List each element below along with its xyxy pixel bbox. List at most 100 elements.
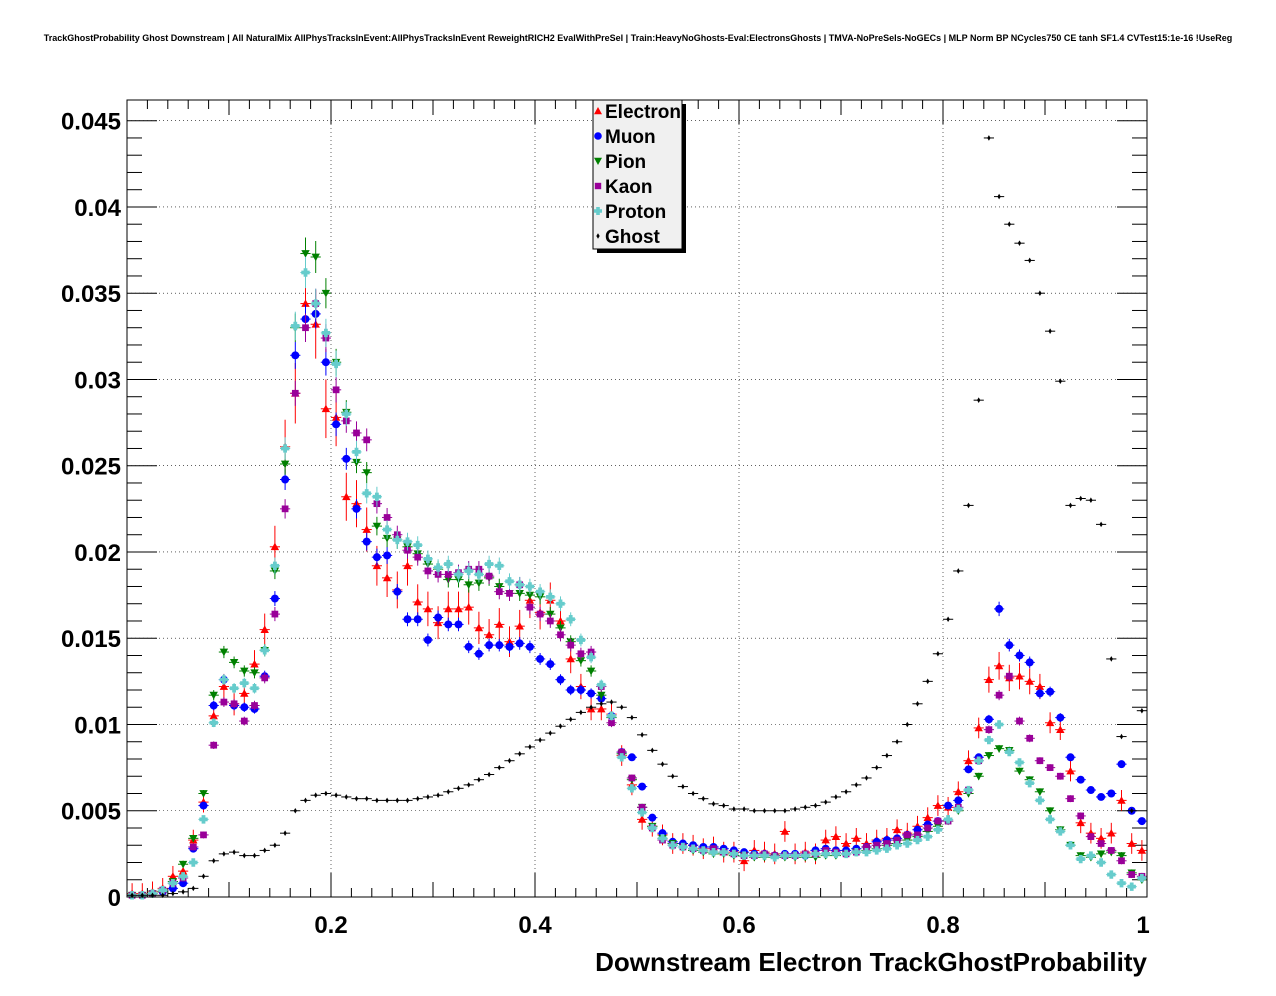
marker <box>1015 758 1024 767</box>
marker <box>201 873 206 880</box>
marker <box>790 851 800 860</box>
data-point <box>535 737 546 743</box>
marker <box>178 866 188 875</box>
data-point <box>657 834 668 843</box>
marker <box>230 700 238 708</box>
marker <box>485 572 493 580</box>
y-tick-label: 0 <box>108 885 121 912</box>
marker <box>885 752 889 759</box>
marker <box>742 806 746 812</box>
data-point <box>973 717 984 739</box>
data-point <box>565 638 576 652</box>
data-point <box>320 348 331 376</box>
data-point <box>575 684 586 696</box>
marker <box>1107 828 1116 837</box>
marker <box>321 328 331 338</box>
marker <box>342 409 351 419</box>
data-point <box>892 738 903 745</box>
legend-entry-pion: Pion <box>594 152 646 173</box>
marker <box>1005 672 1013 680</box>
data-point <box>269 607 280 622</box>
marker <box>567 641 575 649</box>
marker <box>240 717 248 725</box>
marker <box>1089 497 1093 504</box>
data-point <box>524 599 535 615</box>
marker <box>671 773 675 780</box>
marker <box>301 250 310 258</box>
marker <box>627 784 637 793</box>
data-point <box>208 741 219 749</box>
data-point <box>239 665 250 677</box>
data-point <box>167 890 178 897</box>
data-point <box>626 784 637 793</box>
marker <box>576 657 586 665</box>
marker <box>535 587 545 596</box>
data-point <box>1075 775 1086 784</box>
legend-label: Muon <box>605 127 656 148</box>
data-point <box>983 735 994 745</box>
marker <box>362 525 371 533</box>
marker <box>283 830 287 836</box>
marker <box>977 397 981 403</box>
data-point <box>290 341 301 369</box>
marker <box>1056 713 1065 722</box>
data-point <box>453 617 464 632</box>
marker <box>933 801 943 809</box>
marker <box>586 667 596 676</box>
marker <box>566 654 575 663</box>
legend-marker <box>594 157 602 165</box>
marker <box>893 836 901 844</box>
marker <box>579 709 583 716</box>
data-point <box>1014 767 1025 776</box>
data-point <box>698 795 709 802</box>
legend-entry-muon: Muon <box>594 127 656 148</box>
x-tick-labels: 0.2 0.4 0.6 0.8 1 <box>314 912 1149 939</box>
data-point <box>1055 719 1066 741</box>
data-point <box>1116 878 1127 888</box>
data-point <box>1034 788 1045 796</box>
marker <box>924 824 932 832</box>
marker <box>495 620 504 628</box>
marker <box>997 193 1001 200</box>
data-point <box>851 782 862 788</box>
data-point <box>810 849 821 859</box>
marker <box>302 324 309 332</box>
data-point <box>524 640 535 654</box>
marker <box>1117 852 1126 860</box>
marker <box>566 685 575 694</box>
marker <box>923 813 932 822</box>
data-point <box>361 483 372 504</box>
data-point <box>769 853 780 862</box>
marker <box>821 849 830 859</box>
marker <box>403 561 412 570</box>
data-point <box>1034 757 1045 765</box>
marker <box>416 795 420 802</box>
data-point <box>494 584 505 600</box>
marker <box>1035 796 1045 805</box>
y-tick-label: 0.015 <box>61 626 121 653</box>
marker <box>270 594 279 603</box>
data-point <box>361 795 372 802</box>
data-point <box>932 650 943 657</box>
data-point <box>1126 807 1137 814</box>
data-point <box>902 831 913 839</box>
marker <box>199 815 208 824</box>
data-point <box>973 756 984 765</box>
data-point <box>820 849 831 859</box>
data-point <box>963 765 974 774</box>
marker <box>321 289 331 298</box>
data-point <box>361 428 372 452</box>
data-point <box>983 135 994 141</box>
data-point <box>1045 712 1056 734</box>
y-tick-label: 0.005 <box>61 799 121 826</box>
marker <box>270 561 280 570</box>
marker <box>1096 850 1106 859</box>
marker <box>464 642 473 651</box>
marker <box>382 573 392 582</box>
marker <box>597 680 606 690</box>
marker <box>994 661 1004 670</box>
marker <box>178 872 188 881</box>
y-tick-label: 0.035 <box>61 281 121 308</box>
marker <box>229 659 239 667</box>
marker <box>240 678 249 688</box>
